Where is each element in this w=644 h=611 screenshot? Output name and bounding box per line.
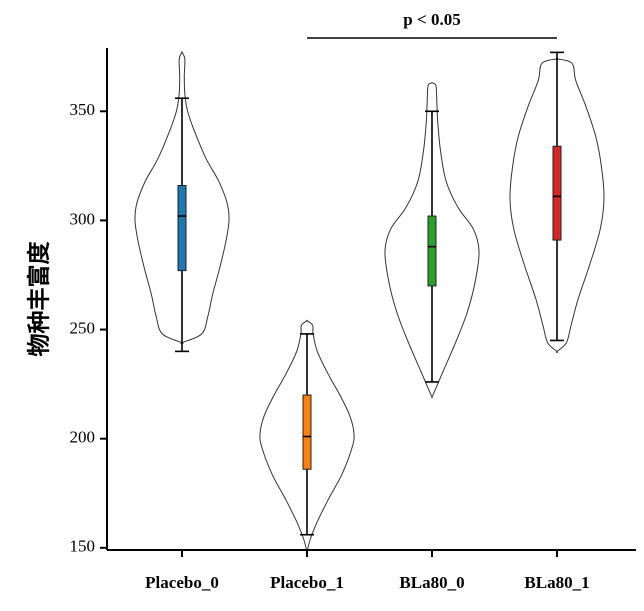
x-tick-label: Placebo_0 [145, 573, 219, 592]
iqr-box [427, 215, 437, 287]
boxplots-layer [175, 51, 564, 536]
y-tick-label: 200 [70, 428, 96, 447]
iqr-box [302, 394, 312, 470]
iqr-box [177, 185, 187, 272]
y-tick-label: 300 [70, 209, 96, 228]
significance-label: p < 0.05 [403, 10, 460, 29]
boxplot-Placebo_0 [175, 97, 189, 353]
y-tick-label: 250 [70, 318, 96, 337]
violin-Placebo_1 [259, 319, 355, 555]
x-tick-label: BLa80_1 [524, 573, 589, 592]
boxplot-BLa80_1 [550, 51, 564, 342]
boxplot-BLa80_0 [425, 110, 439, 383]
iqr-box [552, 145, 562, 241]
y-ticks-layer: 150 200 250 300 350 [70, 100, 107, 556]
x-ticks-layer: Placebo_0 Placebo_1 BLa80_0 BLa80_1 [145, 550, 590, 592]
y-tick-label: 150 [70, 537, 96, 556]
boxplot-Placebo_1 [300, 333, 314, 536]
x-tick-label: BLa80_0 [399, 573, 464, 592]
x-tick-label: Placebo_1 [270, 573, 344, 592]
violins-layer [134, 51, 605, 555]
violin-BLa80_0 [384, 82, 480, 399]
y-axis-label: 物种丰富度 [26, 241, 53, 357]
axes-layer [106, 48, 636, 551]
significance-annotation: p < 0.05 [307, 10, 557, 39]
violin-Placebo_0 [134, 51, 230, 345]
y-tick-label: 350 [70, 100, 96, 119]
